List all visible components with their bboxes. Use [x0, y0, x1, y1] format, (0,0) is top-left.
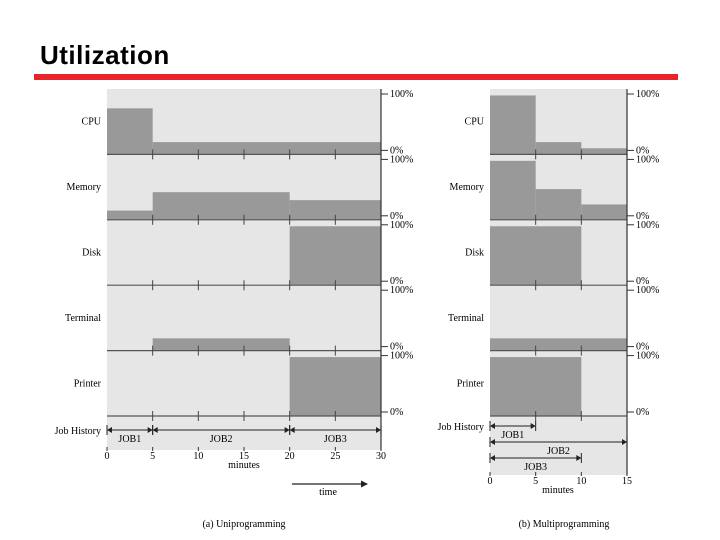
left-job-arrow-head	[289, 427, 295, 433]
left-resource-label-disk: Disk	[82, 248, 101, 259]
right-pct-bottom: 0%	[636, 276, 649, 287]
title-rule	[34, 74, 678, 80]
left-job-arrow-head	[284, 427, 290, 433]
left-memory-bar	[152, 192, 290, 220]
left-job-arrow-head	[107, 427, 112, 433]
left-pct-top: 100%	[390, 89, 413, 100]
right-pct-bottom: 0%	[636, 145, 649, 156]
left-resource-label-printer: Printer	[74, 378, 102, 389]
left-pct-bottom: 0%	[390, 145, 403, 156]
right-job-history-label: Job History	[438, 422, 484, 433]
right-job-arrow-head	[530, 423, 536, 429]
right-cpu-bar	[490, 95, 536, 155]
right-job-label-job1: JOB1	[501, 430, 524, 441]
right-pct-bottom: 0%	[636, 211, 649, 222]
left-axis-tick-label: 10	[193, 451, 203, 462]
right-axis-tick-label: 0	[488, 476, 493, 487]
right-job-arrow-head	[490, 455, 495, 461]
right-axis-tick-label: 5	[533, 476, 538, 487]
left-memory-bar	[289, 200, 381, 220]
right-job-arrow-head	[490, 423, 495, 429]
left-disk-bar	[289, 226, 381, 286]
right-resource-label-memory: Memory	[450, 182, 484, 193]
right-disk-bar	[490, 226, 582, 286]
left-axis-tick-label: 20	[285, 451, 295, 462]
left-resource-label-memory: Memory	[67, 182, 101, 193]
right-resource-label-terminal: Terminal	[448, 313, 484, 324]
left-job-arrow-head	[147, 427, 153, 433]
left-pct-bottom: 0%	[390, 342, 403, 353]
left-terminal-bar	[152, 338, 290, 351]
right-resource-label-cpu: CPU	[465, 117, 485, 128]
left-printer-bar	[289, 357, 381, 416]
slide-title: Utilization	[40, 40, 170, 70]
left-pct-top: 100%	[390, 154, 413, 165]
right-printer-bar	[490, 357, 582, 416]
right-job-arrow-head	[490, 439, 495, 445]
right-terminal-bar	[490, 338, 627, 351]
left-caption: (a) Uniprogramming	[202, 519, 285, 530]
left-pct-top: 100%	[390, 285, 413, 296]
left-axis-tick-label: 15	[239, 451, 249, 462]
right-job-arrow-head	[576, 455, 582, 461]
right-axis-label: minutes	[542, 485, 574, 496]
right-memory-bar	[490, 160, 536, 220]
left-resource-label-cpu: CPU	[82, 117, 102, 128]
left-job-label-job2: JOB2	[210, 434, 233, 445]
left-job-history-label: Job History	[55, 426, 101, 437]
left-cpu-bar	[107, 108, 153, 155]
time-label: time	[319, 487, 337, 498]
left-job-arrow-head	[152, 427, 158, 433]
right-cpu-bar	[535, 142, 582, 155]
right-axis-tick-label: 10	[576, 476, 586, 487]
right-pct-bottom: 0%	[636, 407, 649, 418]
left-pct-bottom: 0%	[390, 276, 403, 287]
left-cpu-bar	[152, 142, 381, 155]
left-pct-top: 100%	[390, 220, 413, 231]
left-job-arrow-head	[376, 427, 381, 433]
right-resource-label-printer: Printer	[457, 378, 485, 389]
right-axis-tick-label: 15	[622, 476, 632, 487]
right-job-arrow-head	[622, 439, 627, 445]
left-pct-bottom: 0%	[390, 407, 403, 418]
left-job-label-job1: JOB1	[118, 434, 141, 445]
left-job-label-job3: JOB3	[324, 434, 347, 445]
right-resource-label-disk: Disk	[465, 248, 484, 259]
right-pct-bottom: 0%	[636, 342, 649, 353]
right-pct-top: 100%	[636, 285, 659, 296]
right-pct-top: 100%	[636, 154, 659, 165]
left-pct-bottom: 0%	[390, 211, 403, 222]
right-job-label-job2: JOB2	[547, 446, 570, 457]
right-pct-top: 100%	[636, 89, 659, 100]
right-pct-top: 100%	[636, 220, 659, 231]
right-pct-top: 100%	[636, 351, 659, 362]
left-axis-tick-label: 5	[150, 451, 155, 462]
left-axis-label: minutes	[228, 460, 260, 471]
right-cpu-bar	[581, 148, 627, 155]
time-arrow-head	[361, 480, 368, 488]
left-resource-label-terminal: Terminal	[65, 313, 101, 324]
left-axis-tick-label: 0	[105, 451, 110, 462]
right-caption: (b) Multiprogramming	[519, 519, 610, 530]
left-axis-tick-label: 30	[376, 451, 386, 462]
right-job-label-job3: JOB3	[524, 462, 547, 473]
left-axis-tick-label: 25	[330, 451, 340, 462]
left-memory-bar	[107, 210, 153, 220]
left-pct-top: 100%	[390, 351, 413, 362]
right-memory-bar	[581, 204, 627, 220]
right-memory-bar	[535, 189, 582, 220]
